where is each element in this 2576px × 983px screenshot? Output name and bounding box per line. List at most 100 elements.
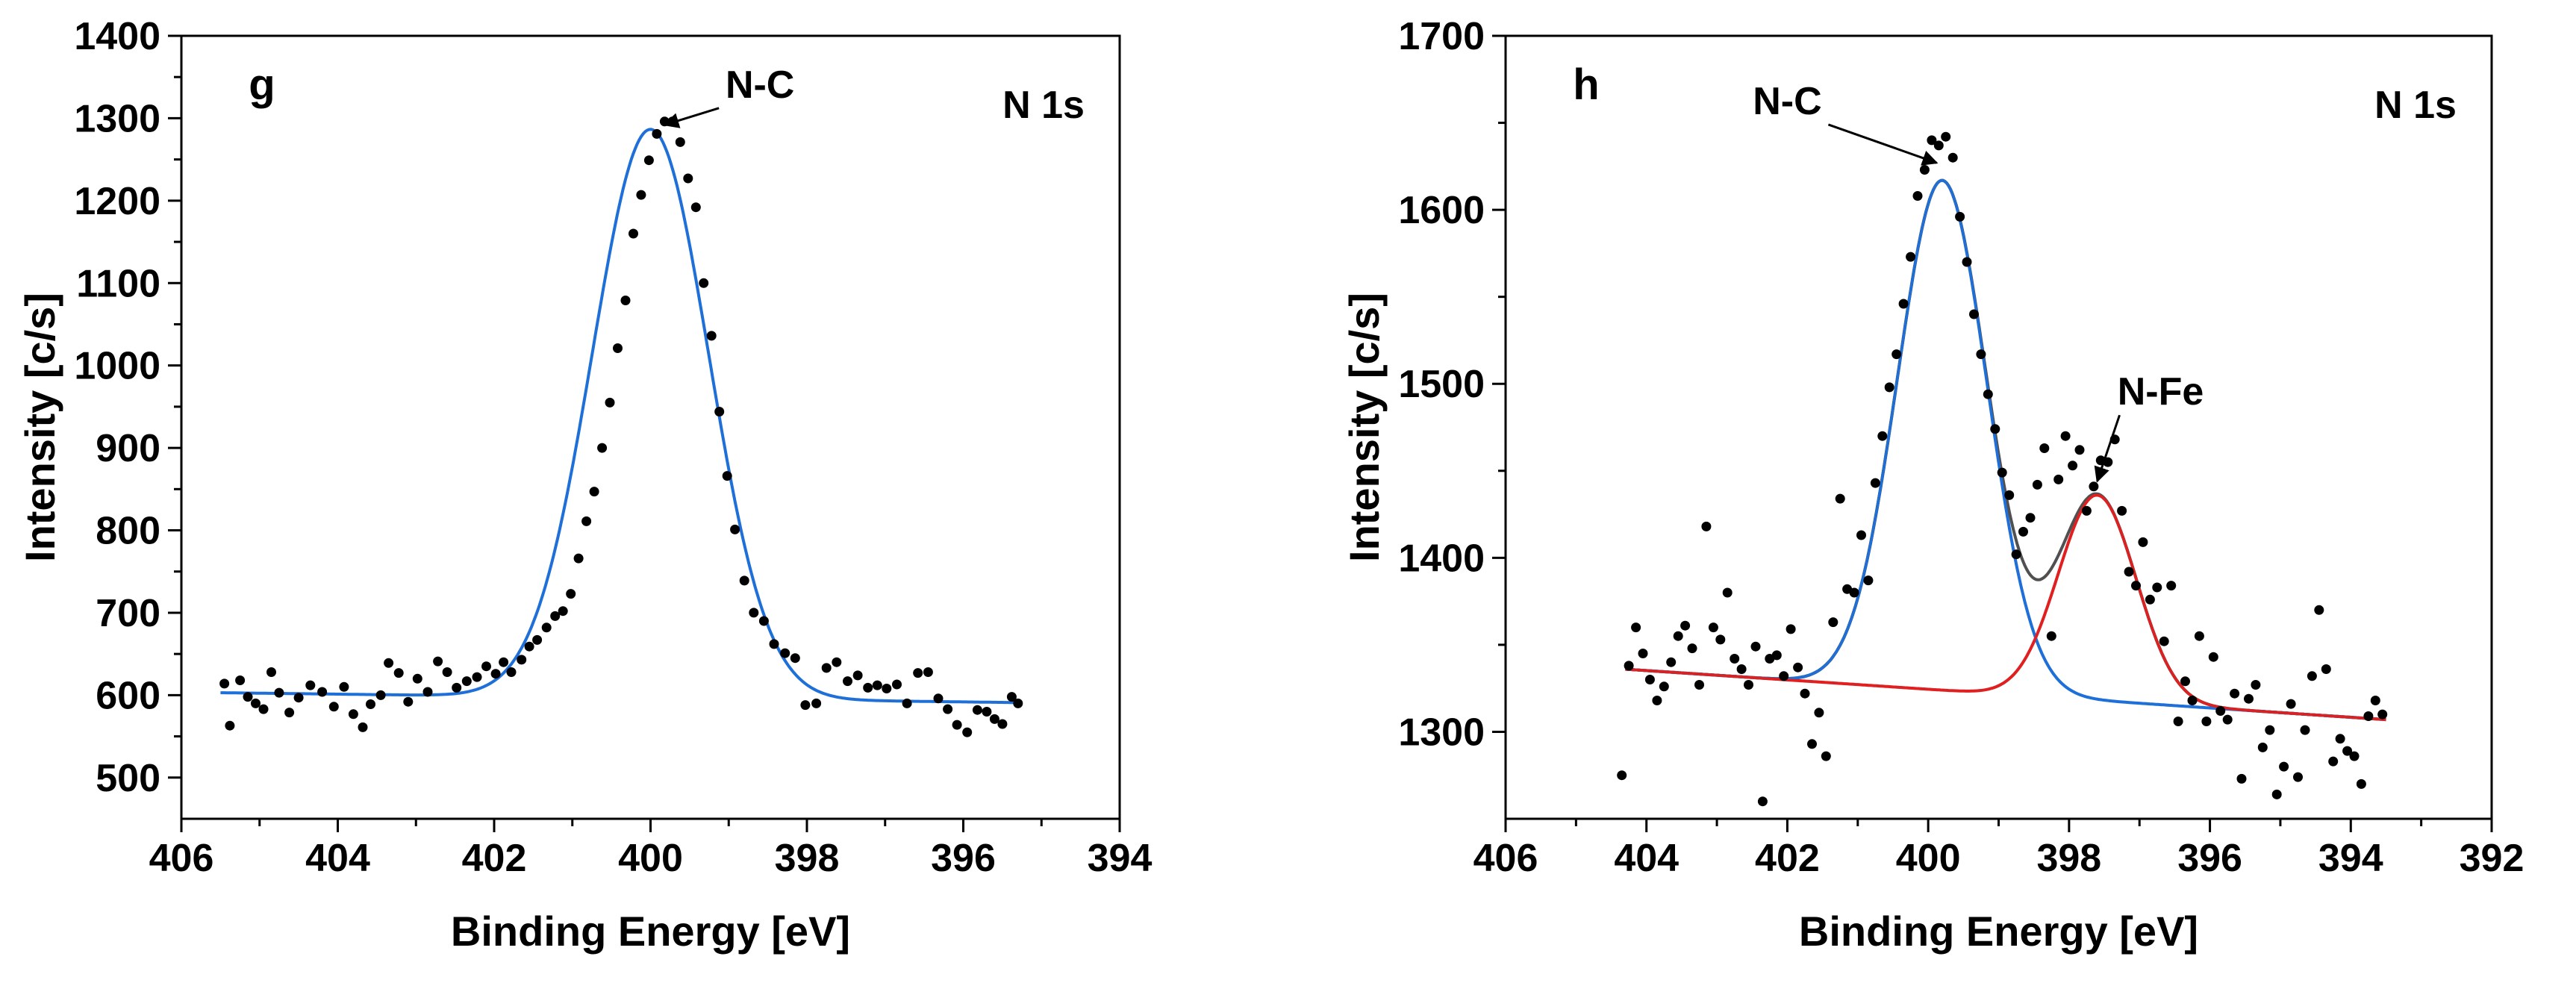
x-tick-label: 402 [1755, 837, 1820, 880]
chart-panel-g: 406 404 402 400 398 396 394 500 600 700 800 900 1000… [16, 15, 1152, 955]
data-point [2138, 537, 2148, 547]
annotation-arrow [663, 107, 720, 128]
data-point [952, 720, 962, 730]
data-point [2046, 631, 2056, 641]
x-axis-title: Binding Energy [eV] [1799, 908, 2198, 955]
data-point [532, 634, 543, 645]
data-point [2081, 505, 2092, 516]
data-point [1969, 309, 1979, 319]
data-point [2236, 773, 2247, 784]
data-point [225, 720, 235, 731]
data-point [581, 516, 592, 526]
data-point [1912, 191, 1923, 201]
data-point [722, 471, 732, 481]
data-point [481, 661, 491, 672]
data-point [235, 675, 246, 685]
data-point [2004, 490, 2015, 500]
envelope-curve [1625, 178, 2386, 722]
data-point [2060, 431, 2071, 441]
data-point [442, 667, 452, 677]
data-point [1006, 692, 1017, 702]
fit-curve-n-c [1625, 178, 2386, 722]
data-point [800, 700, 811, 711]
x-tick-label: 394 [2318, 837, 2383, 880]
data-point [636, 190, 646, 200]
data-point [1644, 675, 1655, 684]
data-point [1807, 739, 1817, 749]
data-point [652, 128, 662, 139]
data-point [524, 641, 534, 652]
data-point [541, 622, 552, 633]
data-points [1617, 131, 2388, 807]
data-point [1863, 575, 1874, 586]
fit-curve-n-c-top [1625, 179, 2386, 721]
data-point [1941, 131, 1951, 142]
data-point [769, 639, 779, 649]
x-tick-label: 394 [1088, 837, 1153, 880]
data-point [821, 663, 832, 673]
data-point [506, 667, 517, 677]
data-point [2335, 734, 2345, 744]
data-point [2293, 772, 2303, 782]
y-tick-label: 1000 [74, 345, 160, 388]
y-tick-label: 1500 [1398, 363, 1485, 406]
data-point [328, 702, 339, 712]
y-tick-label: 700 [96, 592, 160, 635]
data-point [863, 682, 873, 693]
data-point [1779, 671, 1789, 681]
fit-curves [1625, 178, 2386, 722]
data-point [2194, 631, 2204, 641]
data-point [2201, 717, 2212, 726]
data-point [1927, 135, 1937, 146]
data-point [882, 684, 892, 693]
data-point [613, 343, 623, 353]
data-point [730, 524, 740, 534]
data-point [2279, 761, 2289, 772]
data-point [412, 673, 422, 684]
data-point [758, 616, 769, 626]
x-tick-label: 392 [2460, 837, 2524, 880]
data-point [433, 656, 443, 667]
chart-panel-h: 406 404 402 400 398 396 394 392 1300 1400 1500 1600… [1341, 15, 2524, 955]
data-point [962, 727, 973, 737]
x-tick-label: 396 [931, 837, 996, 880]
data-point [892, 679, 902, 690]
data-point [1814, 708, 1824, 718]
data-point [366, 699, 375, 709]
data-point [1638, 649, 1648, 658]
data-point [2271, 789, 2282, 799]
data-point [1722, 587, 1733, 598]
data-point [1757, 796, 1768, 807]
data-point [1736, 664, 1747, 674]
data-point [2089, 481, 2099, 492]
data-point [852, 670, 863, 681]
data-point [1013, 698, 1023, 708]
data-point [1750, 641, 1761, 652]
data-point [943, 704, 953, 714]
data-point [490, 669, 501, 679]
data-point [1617, 770, 1627, 781]
data-point [452, 682, 462, 693]
data-point [2018, 526, 2028, 537]
data-point [258, 704, 269, 714]
y-tick-label: 1400 [74, 15, 160, 58]
data-point [605, 397, 615, 408]
y-tick-label: 1400 [1398, 537, 1485, 580]
data-point [872, 680, 882, 690]
fit-curves [220, 128, 1018, 705]
x-axis-title: Binding Energy [eV] [451, 908, 850, 955]
fit-curve-n-fe-top [1625, 493, 2386, 721]
data-point [913, 668, 923, 678]
data-point [550, 611, 561, 621]
y-tick-label: 1300 [74, 97, 160, 140]
data-point [566, 589, 576, 599]
y-tick-label: 1300 [1398, 711, 1485, 754]
data-point [1933, 140, 1944, 151]
data-point [2011, 549, 2021, 560]
data-point [422, 687, 433, 697]
data-point [982, 707, 992, 717]
data-point [699, 278, 709, 288]
data-point [1983, 389, 1993, 399]
data-point [2363, 711, 2374, 721]
